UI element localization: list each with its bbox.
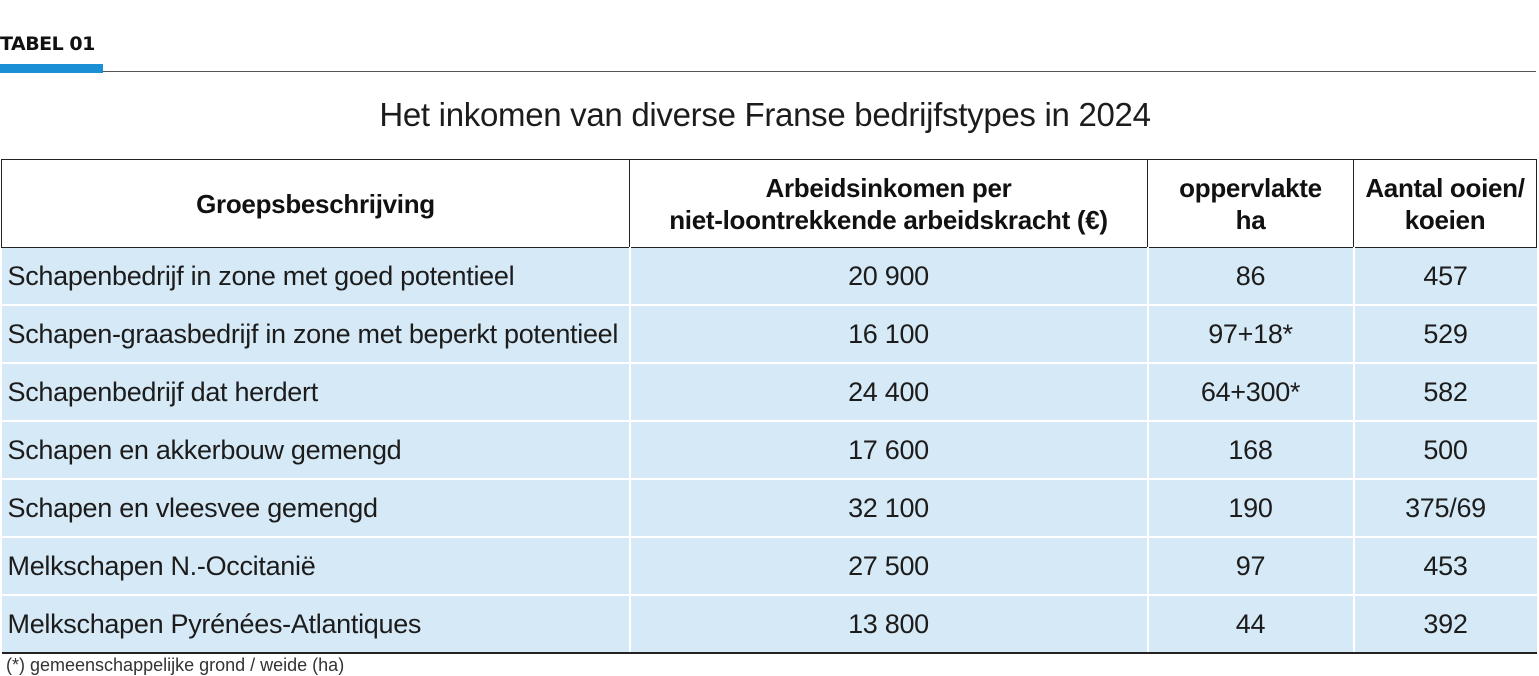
cell-area: 86 <box>1147 247 1355 306</box>
cell-animals: 453 <box>1353 537 1537 596</box>
header-income: Arbeidsinkomen per niet-loontrekkende ar… <box>629 159 1148 248</box>
header-area-line1: oppervlakte <box>1179 172 1322 203</box>
table-row: Schapenbedrijf dat herdert 24 400 64+300… <box>1 363 1537 422</box>
cell-group: Schapen-graasbedrijf in zone met beperkt… <box>1 305 631 364</box>
cell-area: 44 <box>1147 595 1355 654</box>
header-area-line2: ha <box>1235 204 1266 235</box>
cell-animals: 457 <box>1353 247 1537 306</box>
table-header-row: Groepsbeschrijving Arbeidsinkomen per ni… <box>1 159 1537 248</box>
cell-animals: 392 <box>1353 595 1537 654</box>
cell-income: 16 100 <box>629 305 1149 364</box>
cell-income: 20 900 <box>629 247 1149 306</box>
header-animals-line1: Aantal ooien/ <box>1365 172 1525 203</box>
table-tag: TABEL 01 <box>0 33 95 55</box>
footnote: (*) gemeenschappelijke grond / weide (ha… <box>6 655 345 675</box>
header-animals: Aantal ooien/ koeien <box>1353 159 1537 248</box>
cell-group: Schapen en akkerbouw gemengd <box>1 421 631 480</box>
cell-area: 97 <box>1147 537 1355 596</box>
table-row: Melkschapen N.-Occitanië 27 500 97 453 <box>1 537 1537 596</box>
cell-income: 27 500 <box>629 537 1149 596</box>
cell-group: Melkschapen N.-Occitanië <box>1 537 631 596</box>
header-animals-line2: koeien <box>1404 204 1486 235</box>
cell-group: Schapen en vleesvee gemengd <box>1 479 631 538</box>
cell-group: Melkschapen Pyrénées-Atlantiques <box>1 595 631 654</box>
cell-group: Schapenbedrijf dat herdert <box>1 363 631 422</box>
cell-income: 13 800 <box>629 595 1149 654</box>
cell-area: 190 <box>1147 479 1355 538</box>
cell-animals: 500 <box>1353 421 1537 480</box>
header-group-label: Groepsbeschrijving <box>196 188 435 219</box>
cell-group: Schapenbedrijf in zone met goed potentie… <box>1 247 631 306</box>
cell-income: 17 600 <box>629 421 1149 480</box>
header-rule <box>103 71 1536 72</box>
cell-income: 32 100 <box>629 479 1149 538</box>
cell-animals: 375/69 <box>1353 479 1537 538</box>
table-row: Melkschapen Pyrénées-Atlantiques 13 800 … <box>1 595 1537 654</box>
tag-accent-bar <box>0 64 103 73</box>
header-area: oppervlakte ha <box>1147 159 1354 248</box>
cell-area: 64+300* <box>1147 363 1355 422</box>
cell-animals: 529 <box>1353 305 1537 364</box>
income-table: Groepsbeschrijving Arbeidsinkomen per ni… <box>1 159 1537 654</box>
cell-income: 24 400 <box>629 363 1149 422</box>
table-row: Schapen en akkerbouw gemengd 17 600 168 … <box>1 421 1537 480</box>
header-income-line1: Arbeidsinkomen per <box>765 172 1012 203</box>
table-row: Schapenbedrijf in zone met goed potentie… <box>1 247 1537 306</box>
table-row: Schapen en vleesvee gemengd 32 100 190 3… <box>1 479 1537 538</box>
cell-animals: 582 <box>1353 363 1537 422</box>
cell-area: 168 <box>1147 421 1355 480</box>
table-row: Schapen-graasbedrijf in zone met beperkt… <box>1 305 1537 364</box>
header-income-line2: niet-loontrekkende arbeidskracht (€) <box>669 204 1108 235</box>
header-group: Groepsbeschrijving <box>1 159 630 248</box>
table-title: Het inkomen van diverse Franse bedrijfst… <box>379 96 1151 133</box>
cell-area: 97+18* <box>1147 305 1355 364</box>
